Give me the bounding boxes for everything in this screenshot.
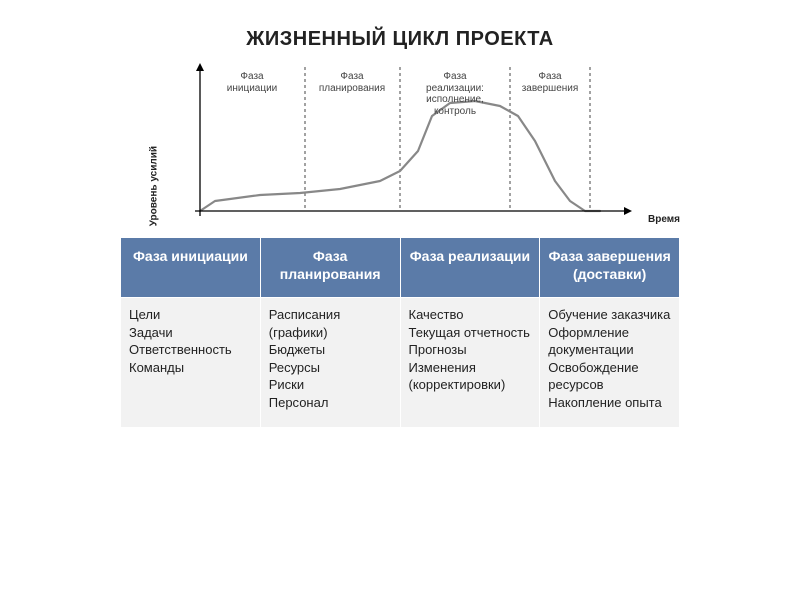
table-cell-line: Прогнозы [409, 341, 532, 359]
chart-phase-label: Фазапланирования [307, 71, 397, 94]
table-cell-line: Текущая отчетность [409, 324, 532, 342]
lifecycle-chart: Уровень усилий Время ФазаинициацииФазапл… [160, 61, 640, 231]
table-cell-line: Команды [129, 359, 252, 377]
table-body-cell: Обучение заказчикаОформление документаци… [540, 298, 680, 428]
table-cell-line: Расписания (графики) [269, 306, 392, 341]
table-cell-line: Освобождение ресурсов [548, 359, 671, 394]
phases-table: Фаза инициацииФаза планированияФаза реал… [120, 237, 680, 428]
table-header-cell: Фаза планирования [260, 238, 400, 298]
table-body-cell: ЦелиЗадачиОтветственностьКоманды [121, 298, 261, 428]
table-header-cell: Фаза инициации [121, 238, 261, 298]
table-cell-line: Персонал [269, 394, 392, 412]
y-axis-label: Уровень усилий [149, 146, 160, 226]
table-cell-line: Накопление опыта [548, 394, 671, 412]
chart-phase-label: Фазареализации:исполнение,контроль [410, 71, 500, 117]
table-cell-line: Задачи [129, 324, 252, 342]
x-axis-label: Время [648, 214, 680, 225]
table-header-cell: Фаза реализации [400, 238, 540, 298]
table-body-cell: КачествоТекущая отчетностьПрогнозыИзмене… [400, 298, 540, 428]
table-cell-line: Изменения (корректировки) [409, 359, 532, 394]
table-cell-line: Цели [129, 306, 252, 324]
chart-phase-label: Фазаинициации [207, 71, 297, 94]
table-body-row: ЦелиЗадачиОтветственностьКомандыРасписан… [121, 298, 680, 428]
table-header-row: Фаза инициацииФаза планированияФаза реал… [121, 238, 680, 298]
table-header-cell: Фаза завершения (доставки) [540, 238, 680, 298]
table-body-cell: Расписания (графики)БюджетыРесурсыРискиП… [260, 298, 400, 428]
table-cell-line: Бюджеты [269, 341, 392, 359]
table-cell-line: Обучение заказчика [548, 306, 671, 324]
page-title: ЖИЗНЕННЫЙ ЦИКЛ ПРОЕКТА [0, 0, 800, 61]
table-cell-line: Оформление документации [548, 324, 671, 359]
table-cell-line: Качество [409, 306, 532, 324]
table-cell-line: Ресурсы [269, 359, 392, 377]
table-cell-line: Риски [269, 376, 392, 394]
chart-phase-label: Фазазавершения [505, 71, 595, 94]
table-cell-line: Ответственность [129, 341, 252, 359]
